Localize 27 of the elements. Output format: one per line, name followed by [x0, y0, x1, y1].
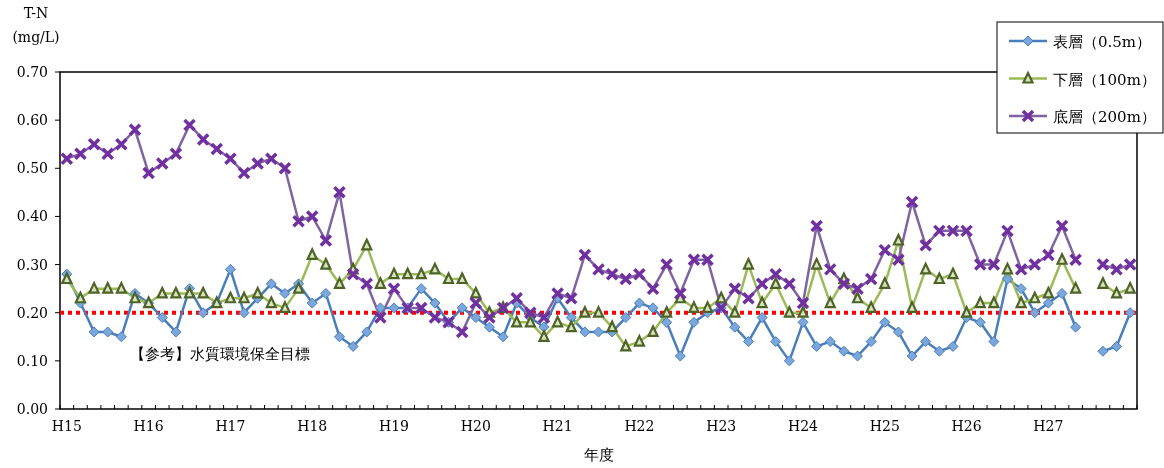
x-tick-label: H16 — [133, 418, 164, 434]
y-tick-label: 0.30 — [16, 256, 48, 273]
x-tick-label: H21 — [542, 418, 573, 434]
x-tick-label: H23 — [706, 418, 737, 434]
x-tick-label: H20 — [460, 418, 491, 434]
x-tick-label: H22 — [624, 418, 655, 434]
x-axis-title: 年度 — [583, 446, 614, 464]
y-tick-label: 0.50 — [16, 160, 48, 177]
y-tick-label: 0.70 — [16, 64, 48, 80]
legend-label: 表層（0.5m） — [1053, 33, 1152, 51]
y-tick-label: 0.00 — [16, 401, 48, 417]
y-tick-label: 0.60 — [16, 112, 48, 129]
y-tick-label: 0.20 — [16, 304, 48, 321]
x-tick-label: H18 — [297, 418, 328, 434]
x-tick-label: H26 — [951, 418, 982, 434]
y-axis-title: T-N (mg/L) — [12, 5, 60, 45]
y-tick-label: 0.10 — [16, 352, 48, 369]
x-tick-label: H25 — [869, 418, 900, 434]
x-tick-label: H15 — [51, 418, 82, 434]
ref-line-label: 【参考】水質環境保全目標 — [130, 344, 310, 363]
x-tick-label: H27 — [1033, 418, 1064, 434]
x-tick-label: H19 — [378, 418, 410, 434]
legend-label: 底層（200m） — [1053, 108, 1156, 126]
x-tick-label: H17 — [215, 418, 246, 434]
legend-label: 下層（100m） — [1053, 70, 1156, 89]
y-tick-label: 0.40 — [16, 208, 48, 225]
x-tick-label: H24 — [787, 418, 819, 434]
